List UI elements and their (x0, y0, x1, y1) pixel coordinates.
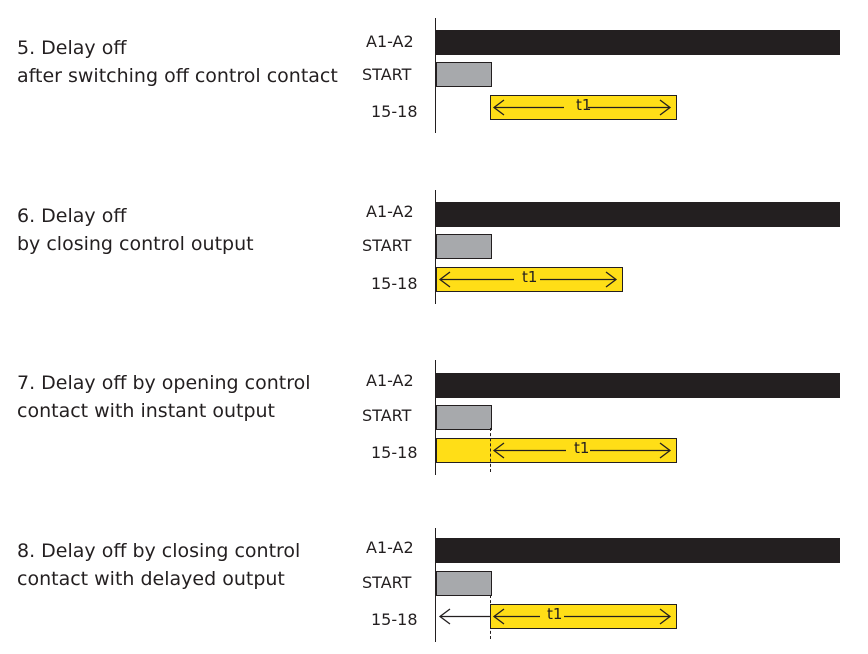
time-axis (435, 528, 436, 642)
power-bar (436, 538, 840, 563)
label-output: 15-18 (371, 610, 418, 629)
label-output: 15-18 (371, 102, 418, 121)
label-power: A1-A2 (366, 538, 414, 557)
label-output: 15-18 (371, 274, 418, 293)
start-bar (436, 62, 492, 87)
t1-label: t1 (576, 96, 592, 114)
time-axis (435, 360, 436, 475)
label-start: START (362, 406, 412, 425)
label-power: A1-A2 (366, 202, 414, 221)
title-line-2: after switching off control contact (17, 65, 338, 87)
title-line-1: 6. Delay off (17, 205, 127, 227)
delay-arrow (438, 608, 490, 625)
time-axis (435, 190, 436, 304)
label-start: START (362, 573, 412, 592)
time-axis (435, 18, 436, 133)
title-line-2: contact with delayed output (17, 568, 285, 590)
t1-label: t1 (547, 605, 563, 623)
label-start: START (362, 236, 412, 255)
diagram-title: 8. Delay off by closing control contact … (17, 537, 300, 593)
title-line-2: contact with instant output (17, 400, 276, 422)
t1-double-arrow (438, 271, 618, 288)
label-power: A1-A2 (366, 371, 414, 390)
title-line-1: 8. Delay off by closing control (17, 540, 301, 562)
t1-double-arrow (492, 99, 672, 116)
t1-double-arrow (492, 442, 672, 459)
start-release-marker (490, 428, 491, 472)
power-bar (436, 373, 840, 398)
t1-double-arrow (492, 608, 672, 625)
label-start: START (362, 65, 412, 84)
t1-label: t1 (522, 268, 538, 286)
t1-label: t1 (574, 439, 590, 457)
label-output: 15-18 (371, 443, 418, 462)
start-bar (436, 405, 492, 430)
diagram-title: 5. Delay off after switching off control… (17, 34, 338, 90)
start-bar (436, 571, 492, 596)
label-power: A1-A2 (366, 32, 414, 51)
diagram-title: 6. Delay off by closing control output (17, 202, 254, 258)
title-line-2: by closing control output (17, 233, 254, 255)
power-bar (436, 202, 840, 227)
title-line-1: 5. Delay off (17, 37, 127, 59)
power-bar (436, 30, 840, 55)
diagram-title: 7. Delay off by opening control contact … (17, 369, 311, 425)
start-bar (436, 234, 492, 259)
start-release-marker (490, 595, 491, 639)
title-line-1: 7. Delay off by opening control (17, 372, 311, 394)
